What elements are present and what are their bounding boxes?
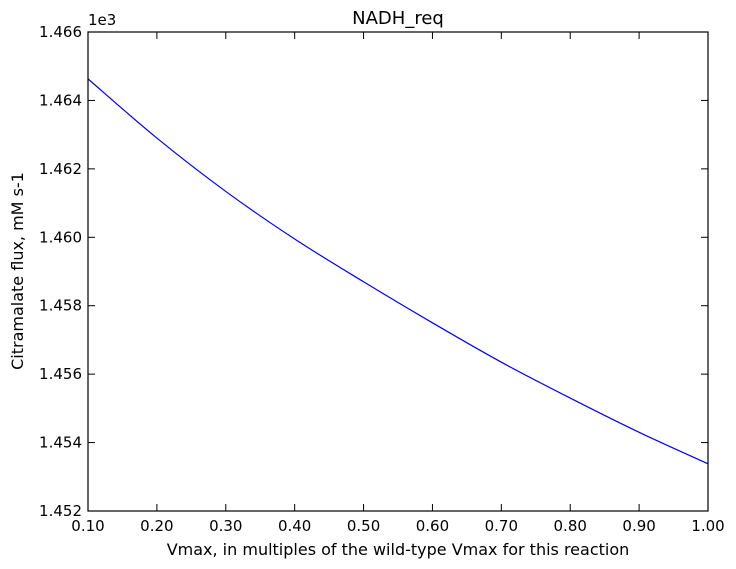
y-tick-label: 1.454 (39, 434, 82, 452)
plot-frame (87, 31, 709, 512)
y-axis-offset-text: 1e3 (88, 11, 116, 29)
x-tick-label: 0.10 (71, 517, 104, 535)
series-line (87, 78, 709, 465)
y-tick-label: 1.462 (39, 160, 82, 178)
x-tick-label: 0.30 (209, 517, 242, 535)
x-tick-label: 0.90 (622, 517, 655, 535)
x-tick-label: 0.80 (554, 517, 587, 535)
chart-title: NADH_req (352, 8, 444, 29)
x-axis-label: Vmax, in multiples of the wild-type Vmax… (167, 540, 630, 559)
x-tick-label: 0.60 (416, 517, 449, 535)
x-tick-label: 0.70 (485, 517, 518, 535)
x-tick-label: 0.40 (278, 517, 311, 535)
y-tick-label: 1.452 (39, 502, 82, 520)
x-tick-label: 0.50 (347, 517, 380, 535)
plot-area (87, 78, 709, 465)
y-tick-label: 1.466 (39, 23, 82, 41)
y-axis-label: Citramalate flux, mM s-1 (8, 172, 27, 370)
y-tick-label: 1.464 (39, 91, 82, 109)
y-tick-label: 1.456 (39, 365, 82, 383)
x-tick-label: 0.20 (140, 517, 173, 535)
y-tick-label: 1.458 (39, 297, 82, 315)
x-tick-label: 1.00 (691, 517, 724, 535)
y-tick-label: 1.460 (39, 228, 82, 246)
